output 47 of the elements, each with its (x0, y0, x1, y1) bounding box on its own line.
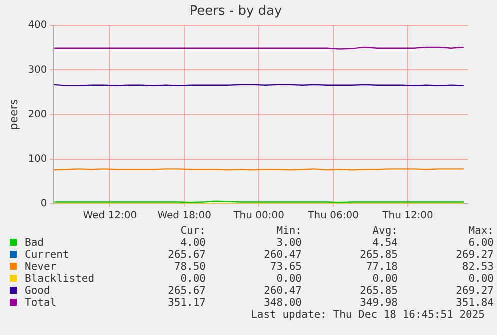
x-tick-label: Thu 12:00 (382, 210, 434, 222)
text: 351.17 (167, 297, 206, 309)
text: Cur: (180, 225, 206, 237)
legend-label: Bad (25, 237, 44, 249)
x-tick-label: Thu 06:00 (307, 210, 359, 222)
legend-label: Blacklisted (25, 273, 95, 285)
text: Min: (276, 225, 302, 237)
text: 4.00 (180, 237, 206, 249)
text: 260.47 (263, 285, 302, 297)
text: 3.00 (276, 237, 302, 249)
text: 265.67 (167, 249, 206, 261)
text: 269.27 (455, 249, 494, 261)
x-tick-label: Wed 12:00 (83, 210, 138, 222)
chart-title: Peers - by day (190, 4, 283, 20)
text: 0.00 (180, 273, 206, 285)
y-axis-title: peers (7, 99, 20, 130)
text: 0.00 (468, 273, 494, 285)
text: 0.00 (276, 273, 302, 285)
y-tick-label: 200 (28, 109, 48, 120)
y-tick-label: 400 (28, 20, 48, 32)
x-tick-label: Wed 18:00 (158, 210, 212, 222)
text: 77.18 (365, 261, 398, 273)
text: 351.84 (455, 297, 494, 309)
text: 265.67 (167, 285, 206, 297)
x-tick-label: Thu 00:00 (232, 210, 284, 222)
text: 265.85 (359, 285, 398, 297)
legend-label: Good (25, 285, 50, 297)
legend-label: Never (25, 261, 57, 273)
text: 260.47 (263, 249, 302, 261)
y-tick-label: 0 (40, 198, 48, 210)
legend-label: Current (25, 249, 70, 261)
text: 82.53 (461, 261, 494, 273)
text: Max: (468, 225, 494, 237)
text: 6.00 (468, 237, 494, 249)
text: Avg: (372, 225, 398, 237)
text: 349.98 (359, 297, 398, 309)
text: 73.65 (269, 261, 302, 273)
y-tick-label: 100 (28, 154, 48, 165)
text: 78.50 (173, 261, 206, 273)
text: 265.85 (359, 249, 398, 261)
text: 0.00 (372, 273, 398, 285)
text: 348.00 (263, 297, 302, 309)
text: 269.27 (455, 285, 494, 297)
legend-label: Total (25, 297, 57, 309)
text: 4.54 (372, 237, 398, 249)
y-tick-label: 300 (28, 64, 48, 76)
text: Last update: Thu Dec 18 16:45:51 2025 (250, 309, 485, 321)
